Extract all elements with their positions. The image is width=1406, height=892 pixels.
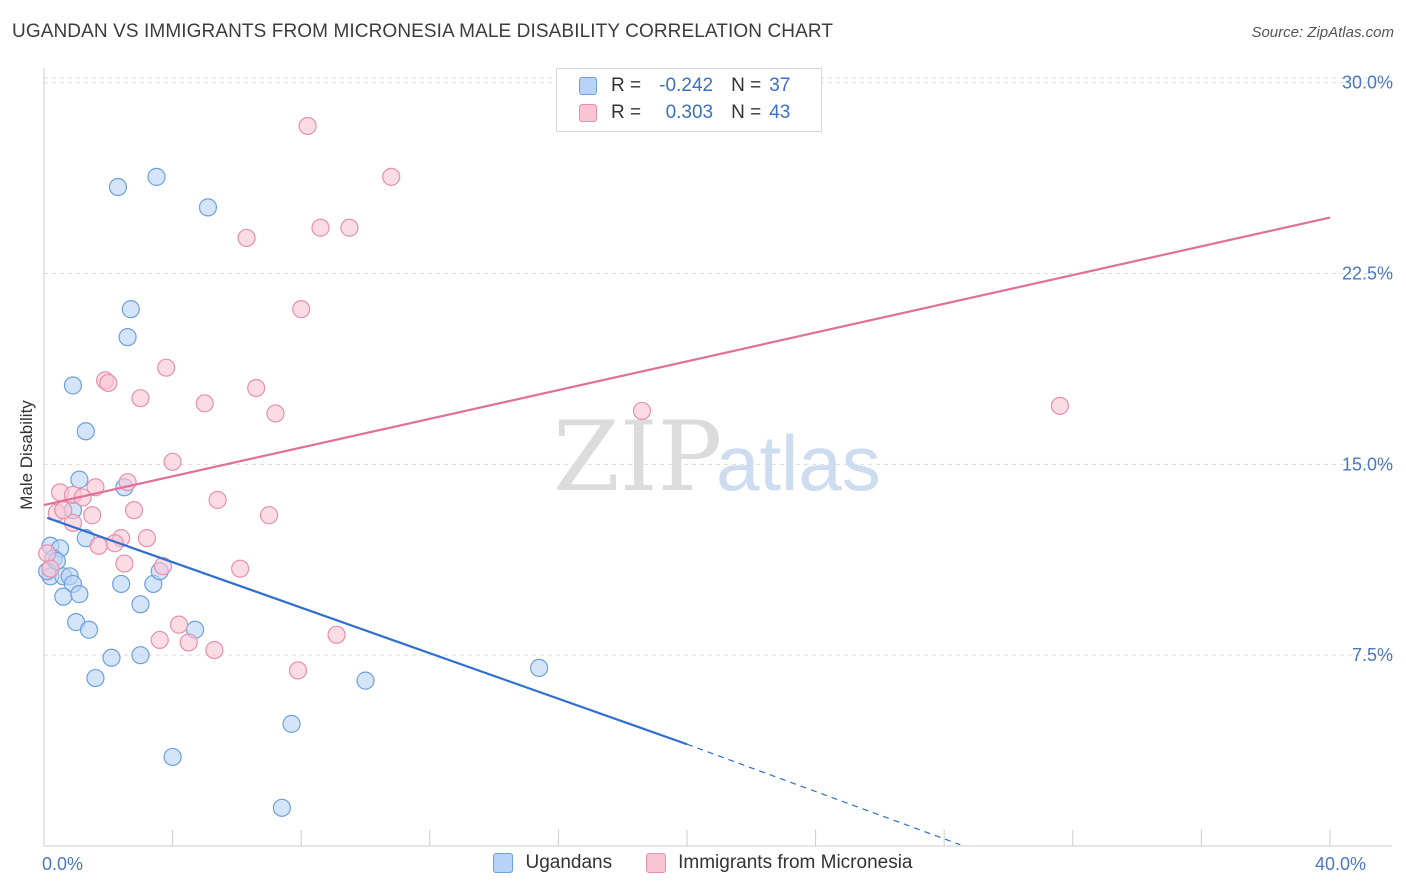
micronesia-point (38, 544, 57, 563)
legend-item-micronesia[interactable]: Immigrants from Micronesia (646, 852, 913, 874)
micronesia-point (83, 506, 102, 525)
ugandan-point (163, 747, 182, 767)
micronesia-point (54, 501, 73, 520)
micronesia-point (247, 378, 266, 398)
legend-r-value: -0.242 (659, 75, 714, 96)
micronesia-point (179, 633, 198, 652)
ugandan-point (530, 658, 549, 678)
micronesia-point (99, 373, 118, 393)
ugandan-point (102, 648, 121, 667)
legend-r-label: R = (611, 102, 642, 123)
legend-row-micronesia: R = 0.303 N = 43 (579, 101, 790, 125)
watermark-atlas: atlas (716, 419, 881, 507)
ugandan-point (121, 300, 140, 319)
micronesia-point (382, 167, 401, 186)
ugandan-point (54, 587, 73, 606)
micronesia-point (237, 228, 256, 248)
micronesia-point (340, 218, 359, 237)
legend-n-value: 43 (769, 102, 791, 123)
source-label: Source: ZipAtlas.com (1251, 24, 1394, 41)
watermark-zip: ZIP (553, 401, 722, 513)
micronesia-point (327, 625, 346, 644)
legend-swatch-blue (493, 853, 514, 873)
legend-n-label: N = (731, 102, 762, 123)
legend-item-ugandans[interactable]: Ugandans (493, 852, 612, 874)
legend-r-label: R = (611, 75, 642, 96)
ugandan-point (76, 422, 95, 441)
ugandans-trend-line (46, 516, 688, 746)
ugandan-point (108, 177, 128, 197)
tick-labels: 7.5% 15.0% 22.5% 30.0% 0.0% 40.0% (42, 73, 1393, 874)
data-points (38, 116, 1070, 817)
micronesia-point (89, 536, 108, 555)
trend-lines (43, 216, 1331, 846)
micronesia-point (298, 116, 317, 136)
ugandan-point (70, 470, 89, 489)
legend-row-ugandans: R = -0.242 N = 37 (579, 74, 790, 98)
ugandan-point (198, 198, 218, 217)
micronesia-point (137, 529, 156, 548)
legend-r-value: 0.303 (665, 102, 714, 123)
y-tick-label: 15.0% (1342, 454, 1393, 474)
micronesia-point (292, 300, 311, 319)
ugandan-point (118, 328, 137, 347)
micronesia-point (157, 358, 176, 377)
micronesia-point (632, 401, 652, 421)
legend-swatch-blue (579, 77, 597, 95)
micronesia-point (124, 501, 144, 520)
chart-title: UGANDAN VS IMMIGRANTS FROM MICRONESIA MA… (12, 21, 834, 42)
ugandan-point (63, 376, 83, 395)
micronesia-point (131, 389, 150, 408)
ugandan-point (356, 671, 375, 690)
y-tick-label: 30.0% (1342, 73, 1393, 93)
watermark: ZIP atlas (553, 401, 881, 513)
legend-label-micronesia: Immigrants from Micronesia (678, 852, 913, 873)
ugandan-point (282, 714, 301, 733)
micronesia-point (208, 490, 227, 510)
micronesia-trend-line (43, 216, 1331, 507)
legend-swatch-pink (579, 104, 597, 122)
micronesia-point (266, 404, 285, 423)
micronesia-point (195, 394, 214, 413)
axes (43, 68, 1392, 847)
micronesia-point (41, 559, 60, 578)
micronesia-point (115, 554, 134, 573)
ugandan-point (147, 167, 166, 186)
ugandan-point (70, 585, 89, 604)
micronesia-point (205, 640, 224, 660)
series-legend: Ugandans Immigrants from Micronesia (0, 852, 1406, 874)
ugandan-point (86, 668, 105, 688)
x-tick-label: 40.0% (1315, 854, 1366, 874)
micronesia-point (1050, 396, 1070, 415)
micronesia-point (163, 452, 182, 471)
micronesia-point (150, 630, 169, 650)
ugandan-point (131, 595, 150, 614)
ugandan-point (112, 574, 131, 594)
legend-label-ugandans: Ugandans (525, 852, 613, 873)
x-tick-label: 0.0% (42, 854, 83, 874)
y-tick-label: 22.5% (1342, 264, 1393, 284)
legend-n-value: 37 (769, 75, 791, 96)
micronesia-point (311, 218, 330, 237)
micronesia-point (169, 615, 189, 634)
ugandan-point (131, 646, 150, 665)
y-tick-label: 7.5% (1352, 645, 1393, 665)
micronesia-point (259, 506, 279, 525)
legend-swatch-pink (646, 853, 667, 873)
micronesia-point (231, 559, 250, 578)
ugandan-point (272, 798, 292, 817)
stats-legend: R = -0.242 N = 37 R = 0.303 N = 43 (556, 68, 822, 132)
legend-n-label: N = (731, 75, 762, 96)
micronesia-point (288, 661, 308, 680)
ugandans-trend-extension (686, 743, 961, 846)
ugandan-point (79, 620, 99, 639)
